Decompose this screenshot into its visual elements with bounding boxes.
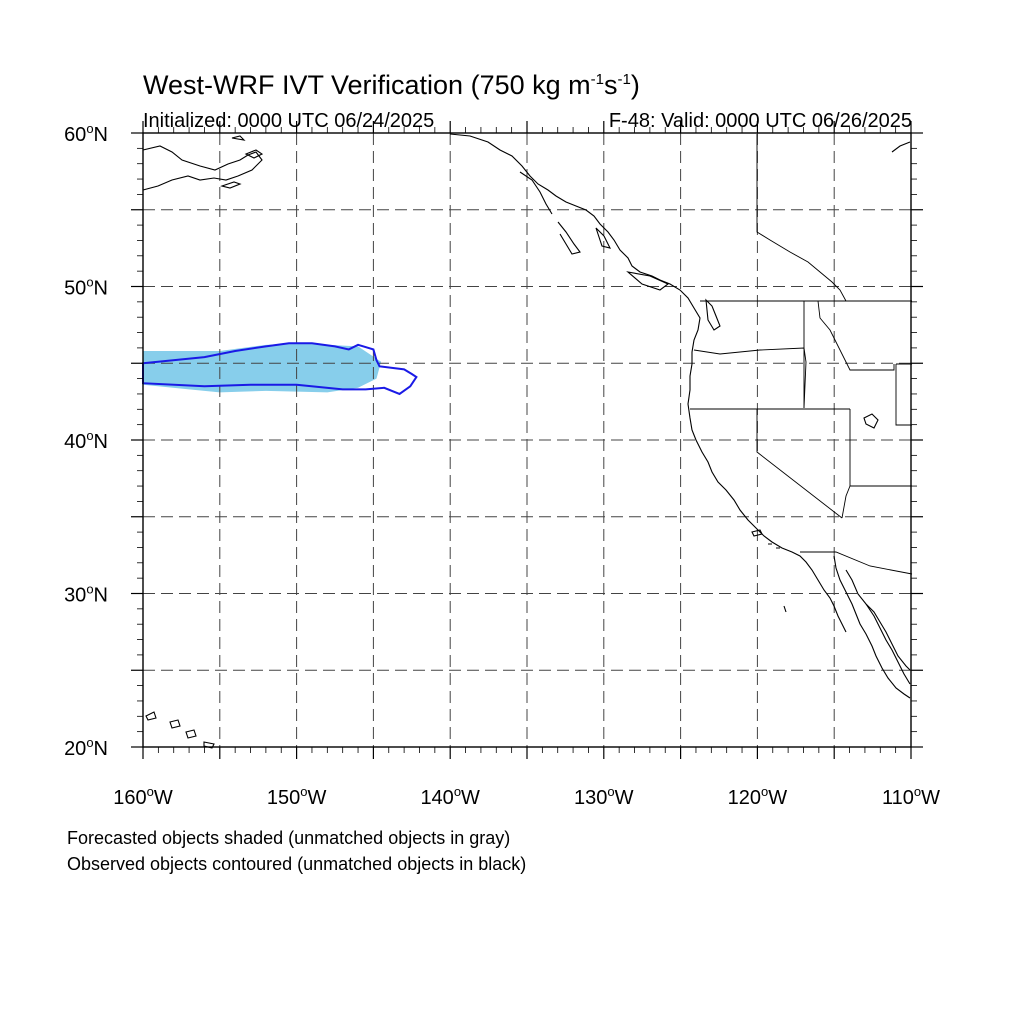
idaho-border: [803, 300, 895, 408]
wyoming-border: [895, 363, 912, 426]
lat-label: 40oN: [64, 428, 108, 453]
forecast-layer: [143, 343, 382, 393]
alaska-islands: [220, 135, 264, 189]
lat-label: 50oN: [64, 275, 108, 300]
observed-layer: [142, 342, 418, 396]
forecast-object-shade: [143, 343, 382, 393]
forecast-note: Forecasted objects shaded (unmatched obj…: [67, 828, 511, 848]
lat-label: 60oN: [64, 121, 108, 146]
gulf-of-alaska-coast: [449, 133, 847, 633]
grid-lines: [143, 133, 911, 747]
lon-label: 120oW: [728, 784, 788, 809]
lon-label: 130oW: [574, 784, 634, 809]
hudson-coast: [891, 141, 911, 153]
valid-time-label: F-48: Valid: 0000 UTC 06/26/2025: [608, 110, 912, 132]
baja-california-coast: [833, 555, 911, 699]
mexico-coast: [865, 603, 911, 685]
map-title: West-WRF IVT Verification (750 kg m-1s-1…: [143, 70, 640, 100]
us-mexico-border: [800, 551, 913, 575]
lon-label: 160oW: [113, 784, 173, 809]
observed-object-contour: [142, 342, 418, 396]
legend-notes: Forecasted objects shaded (unmatched obj…: [67, 825, 526, 877]
lon-label: 150oW: [267, 784, 327, 809]
coastlines: [142, 133, 911, 749]
california-nevada-border: [756, 409, 843, 519]
channel-islands: [751, 529, 787, 613]
lon-label: 140oW: [420, 784, 480, 809]
canada-interior-coast: [756, 134, 847, 302]
nevada-utah-border: [849, 409, 912, 487]
great-salt-lake: [863, 413, 879, 429]
hawaii-islands: [145, 711, 215, 749]
lat-label: 30oN: [64, 582, 108, 607]
puget-sound: [705, 298, 721, 331]
lat-label: 20oN: [64, 735, 108, 760]
political-borders: [690, 134, 913, 575]
washington-oregon-border: [693, 347, 807, 409]
axis-ticks: [131, 121, 923, 759]
observed-note: Observed objects contoured (unmatched ob…: [67, 854, 527, 874]
se-alaska-islands: [519, 171, 670, 291]
initialized-label: Initialized: 0000 UTC 06/24/2025: [143, 110, 435, 132]
arizona-border: [841, 485, 851, 519]
lon-label: 110oW: [882, 784, 940, 809]
alaska-peninsula-coast: [142, 145, 263, 191]
